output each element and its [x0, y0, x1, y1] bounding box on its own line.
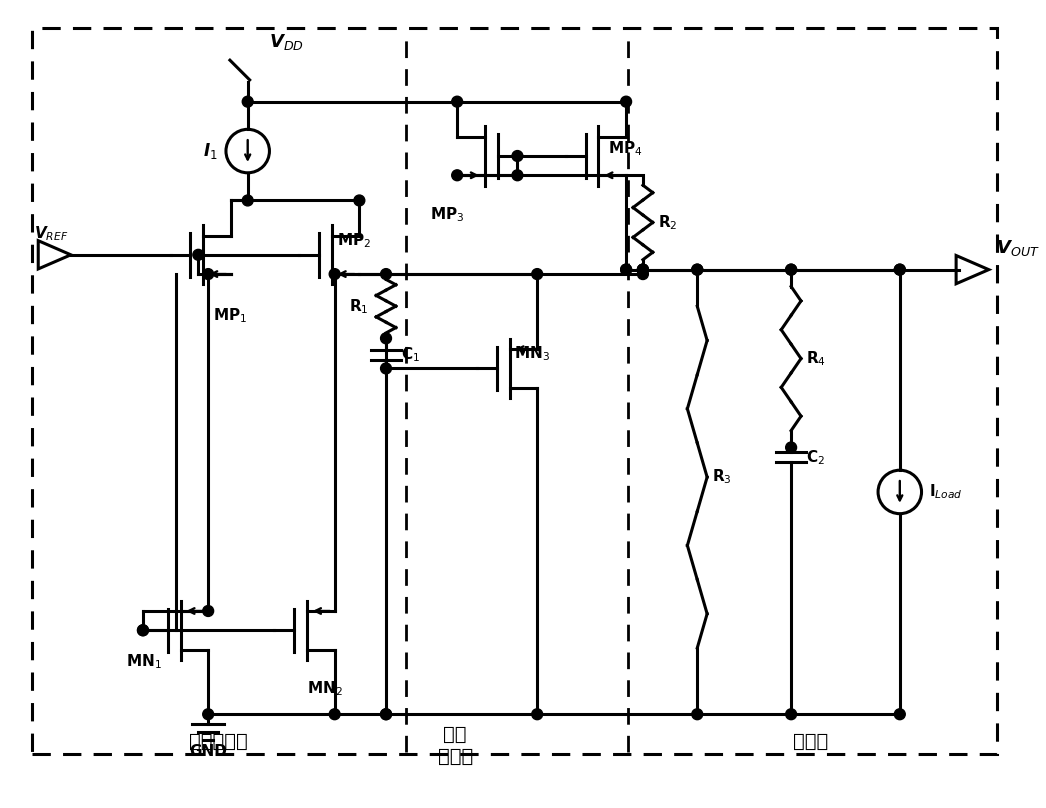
Circle shape [786, 264, 797, 275]
Circle shape [786, 264, 797, 275]
Circle shape [531, 709, 543, 720]
Text: MN$_3$: MN$_3$ [515, 345, 550, 364]
Circle shape [381, 268, 391, 280]
Circle shape [329, 709, 340, 720]
Text: R$_4$: R$_4$ [805, 349, 826, 368]
Circle shape [329, 268, 340, 280]
Circle shape [637, 268, 649, 280]
Circle shape [381, 363, 391, 374]
Text: MP$_2$: MP$_2$ [337, 231, 370, 250]
Text: V$_{REF}$: V$_{REF}$ [35, 225, 69, 243]
Text: MN$_1$: MN$_1$ [127, 652, 162, 671]
Circle shape [137, 625, 149, 636]
Circle shape [894, 264, 905, 275]
Text: MP$_1$: MP$_1$ [213, 306, 247, 325]
Circle shape [452, 96, 462, 107]
Circle shape [452, 170, 462, 181]
Text: C$_2$: C$_2$ [805, 448, 825, 467]
Circle shape [203, 605, 213, 617]
Circle shape [137, 625, 149, 636]
Circle shape [243, 195, 253, 206]
Text: I$_{Load}$: I$_{Load}$ [930, 482, 963, 501]
Circle shape [203, 268, 213, 280]
Circle shape [620, 96, 632, 107]
Circle shape [691, 264, 703, 275]
Circle shape [381, 709, 391, 720]
Text: 第二
增益级: 第二 增益级 [437, 726, 473, 766]
Circle shape [786, 709, 797, 720]
Text: MP$_3$: MP$_3$ [431, 205, 464, 224]
Text: GND: GND [189, 744, 227, 759]
Circle shape [637, 264, 649, 275]
Text: V$_{DD}$: V$_{DD}$ [270, 32, 304, 53]
Circle shape [531, 268, 543, 280]
Circle shape [894, 709, 905, 720]
Circle shape [511, 170, 523, 181]
Circle shape [620, 264, 632, 275]
Text: R$_1$: R$_1$ [348, 297, 368, 316]
Circle shape [637, 264, 649, 275]
Circle shape [203, 709, 213, 720]
Circle shape [354, 195, 365, 206]
Text: MP$_4$: MP$_4$ [609, 139, 643, 158]
Circle shape [691, 709, 703, 720]
Text: V$_{OUT}$: V$_{OUT}$ [996, 238, 1040, 258]
Text: 第一增益级: 第一增益级 [188, 732, 248, 751]
Circle shape [192, 250, 204, 260]
Circle shape [381, 333, 391, 343]
Circle shape [894, 264, 905, 275]
Text: I$_1$: I$_1$ [203, 141, 218, 161]
Text: R$_3$: R$_3$ [712, 468, 732, 486]
Text: 输出级: 输出级 [793, 732, 828, 751]
Circle shape [381, 709, 391, 720]
Circle shape [691, 264, 703, 275]
Text: R$_2$: R$_2$ [658, 213, 678, 232]
Circle shape [637, 264, 649, 275]
Circle shape [620, 264, 632, 275]
Text: C$_1$: C$_1$ [401, 346, 419, 364]
Circle shape [511, 150, 523, 162]
Circle shape [243, 96, 253, 107]
Circle shape [786, 442, 797, 453]
Text: MN$_2$: MN$_2$ [306, 680, 343, 698]
